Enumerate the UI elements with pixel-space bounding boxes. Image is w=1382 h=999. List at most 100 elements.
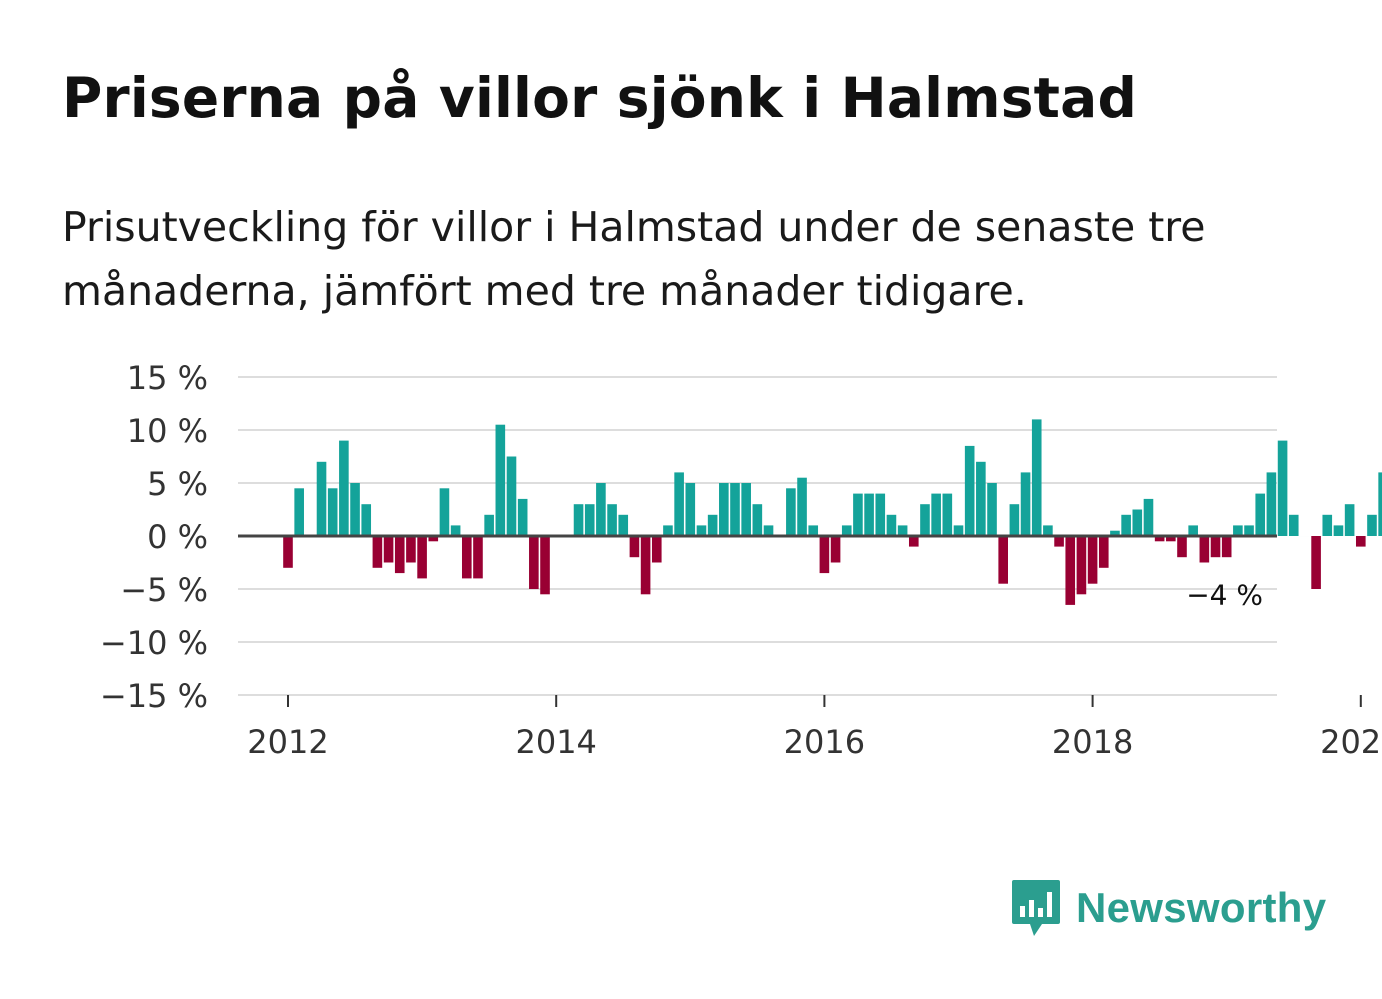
bar (1378, 472, 1382, 536)
bar (976, 461, 986, 536)
bar (719, 483, 729, 536)
bar (1311, 536, 1321, 589)
bar (439, 488, 450, 536)
bar (450, 525, 461, 536)
bar (942, 493, 953, 536)
bar (875, 493, 886, 536)
gridlines (238, 376, 1277, 696)
y-tick-label: 10 % (127, 412, 208, 450)
bar (1087, 536, 1098, 584)
bar (540, 536, 550, 595)
last-value-label: −4 % (1186, 578, 1263, 611)
bar (294, 488, 304, 536)
chart-title: Priserna på villor sjönk i Halmstad (62, 66, 1138, 130)
bar (361, 504, 372, 536)
bar (629, 536, 640, 558)
x-tick-label: 2012 (247, 723, 328, 761)
bar (1367, 514, 1377, 536)
bar (495, 424, 506, 536)
bar (1277, 440, 1288, 536)
bar (908, 536, 919, 547)
bar (752, 504, 763, 536)
bar (350, 483, 360, 536)
bar (953, 525, 964, 536)
bar (1020, 472, 1031, 536)
y-tick-label: −5 % (120, 571, 208, 609)
bar (283, 536, 293, 568)
bar (596, 483, 606, 536)
bar (1132, 509, 1143, 536)
bar (473, 536, 483, 579)
bar (394, 536, 405, 574)
bar (853, 493, 863, 536)
bar (1266, 472, 1277, 536)
bar (1188, 525, 1198, 536)
bar (316, 461, 327, 536)
bar (763, 525, 774, 536)
bar (808, 525, 819, 536)
bar (383, 536, 394, 563)
bar (417, 536, 427, 579)
bar (830, 536, 841, 563)
bar (1098, 536, 1109, 568)
bar (1288, 514, 1299, 536)
x-tick-label: 2014 (515, 723, 596, 761)
y-tick-label: −10 % (100, 624, 208, 662)
y-tick-label: 5 % (147, 465, 208, 503)
bar (1333, 525, 1344, 536)
bar (573, 504, 584, 536)
bar (897, 525, 908, 536)
bar (1054, 536, 1064, 547)
bar (886, 514, 897, 536)
bar (786, 488, 796, 536)
bar (920, 504, 930, 536)
bar (1177, 536, 1187, 558)
bar (1255, 493, 1266, 536)
bar (1043, 525, 1053, 536)
bar (1233, 525, 1243, 536)
x-tick-label: 2016 (784, 723, 865, 761)
x-tick-label: 2020 (1320, 723, 1382, 761)
bar (819, 536, 830, 574)
bar (372, 536, 383, 568)
bar (1076, 536, 1087, 595)
bar (1210, 536, 1221, 558)
bar (506, 456, 517, 536)
bar (1322, 514, 1333, 536)
bar (584, 504, 595, 536)
y-tick-label: 15 % (127, 359, 208, 397)
bar (1110, 530, 1120, 536)
bar (1244, 525, 1254, 536)
bar (327, 488, 338, 536)
bar (339, 440, 349, 536)
bar (964, 445, 975, 536)
bar (1166, 536, 1176, 542)
y-tick-label: 0 % (147, 518, 208, 556)
bar (640, 536, 651, 595)
bar (428, 536, 439, 542)
bar (685, 483, 696, 536)
bar (987, 483, 997, 536)
bar (1031, 419, 1042, 536)
bar (618, 514, 629, 536)
chart-subtitle: Prisutveckling för villor i Halmstad und… (62, 203, 1206, 315)
bar (1009, 504, 1020, 536)
bar (797, 477, 807, 536)
bar (1199, 536, 1210, 563)
y-axis: 15 % 10 % 5 % 0 % −5 % −10 % −15 % (100, 359, 208, 715)
bar (529, 536, 539, 589)
bar (651, 536, 662, 563)
bar (1221, 536, 1232, 558)
bar (461, 536, 472, 579)
brand-name: Newsworthy (1076, 884, 1327, 931)
bar (517, 498, 528, 536)
bar (707, 514, 718, 536)
bar (1121, 514, 1131, 536)
x-tick-label: 2018 (1052, 723, 1133, 761)
bar-chart-speech-icon (1012, 880, 1060, 936)
x-axis: 20122014201620182020202220242026 (247, 695, 1382, 761)
bar (674, 472, 684, 536)
bar (741, 483, 751, 536)
bar (696, 525, 707, 536)
bar (864, 493, 874, 536)
